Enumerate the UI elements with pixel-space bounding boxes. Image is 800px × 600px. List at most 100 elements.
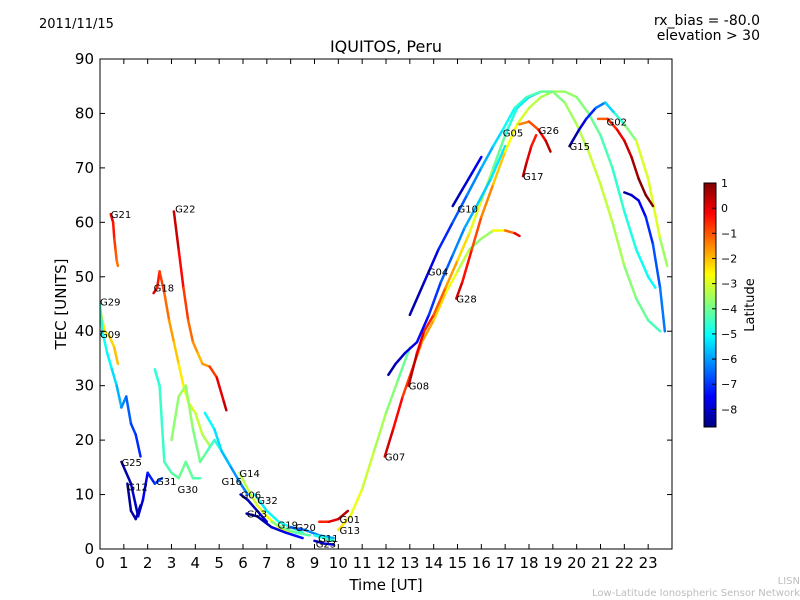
series-segment [337,509,350,521]
series-segment [229,466,242,485]
series-segment [184,460,195,480]
series-segment [635,139,650,181]
series-segment [101,329,109,355]
series-segment [256,504,269,518]
series-segment [153,368,161,387]
series-segment [158,384,166,464]
x-tick-label: 14 [424,554,443,572]
x-tick-label: 6 [238,554,248,572]
x-axis-ticks: 0 1 2 3 4 5 6 7 8 9 10 11 12 13 14 15 16 17 18 19 20 21 22 23 [95,59,658,572]
series-segment [599,182,614,224]
series-segment [489,144,507,181]
series-G07 [383,229,521,458]
series-segment [427,280,443,317]
series-segment [239,482,250,496]
series-segment [191,340,199,355]
series-segment [322,536,335,543]
series-segment [318,534,335,540]
x-tick-label: 11 [353,554,372,572]
x-tick-label: 17 [496,554,515,572]
series-segment [420,319,435,344]
satellite-label-G09: G09 [100,330,120,341]
x-axis-label: Time [UT] [348,576,422,594]
series-segment [422,248,440,284]
series-segment [568,128,581,148]
series-segment [455,280,464,300]
series-segment [372,411,388,453]
x-tick-label: 2 [143,554,153,572]
series-segment [134,504,142,521]
series-segment [575,95,590,115]
series-segment [396,346,412,382]
series-segment [527,120,540,132]
series-segment [623,191,633,197]
series-segment [115,259,120,268]
series-segment [461,172,474,191]
series-segment [124,471,133,485]
series-segment [470,155,483,175]
satellite-label-G25: G25 [121,458,141,469]
series-segment [606,117,619,132]
series-segment [279,525,297,534]
series-layer [100,90,669,546]
series-segment [544,139,552,153]
colorbar-tick-label: −5 [721,328,737,341]
satellite-label-G17: G17 [523,172,543,183]
series-segment [503,229,516,235]
satellite-label-G04: G04 [428,267,448,278]
series-segment [256,509,269,524]
series-segment [253,493,269,513]
series-G13 [337,346,412,532]
series-G21 [109,212,120,268]
footer-org-short: LISN [777,576,800,587]
series-G16 [203,411,250,496]
settings-readout: rx_bias = -80.0 elevation > 30 [654,14,760,44]
series-segment [201,362,211,368]
series-segment [111,221,116,240]
x-tick-label: 18 [519,554,538,572]
series-segment [170,395,180,442]
series-G01 [318,509,350,524]
series-segment [492,128,505,148]
y-tick-label: 80 [75,104,94,122]
series-segment [408,280,426,317]
series-segment [172,340,180,366]
series-segment [294,531,311,537]
x-tick-label: 19 [543,554,562,572]
series-G22 [172,210,228,412]
series-segment [518,120,531,126]
series-unlabeled [623,191,667,333]
series-segment [623,264,638,300]
y-tick-label: 90 [75,50,94,68]
series-segment [637,199,648,219]
satellite-label-G31: G31 [156,477,176,488]
series-segment [530,133,538,148]
series-segment [126,482,133,513]
series-G26 [518,120,552,153]
chart-title: IQUITOS, Peru [329,37,443,56]
series-segment [651,242,662,289]
y-tick-label: 60 [75,213,94,231]
series-segment [646,319,662,333]
satellite-label-G05: G05 [503,129,523,140]
series-G15 [568,101,669,268]
series-segment [599,133,614,170]
satellite-label-G02: G02 [606,118,626,129]
series-segment [238,471,250,491]
colorbar-label: Latitude [743,278,758,332]
series-segment [196,351,204,366]
series-segment [513,231,521,238]
series-G06 [239,493,269,524]
satellite-label-G22: G22 [175,205,195,216]
x-tick-label: 9 [310,554,320,572]
series-segment [515,95,531,110]
series-G11 [313,534,335,543]
y-tick-label: 0 [84,540,94,558]
colorbar-tick-label: −4 [721,303,737,316]
colorbar-tick-label: −3 [721,278,737,291]
series-segment [246,487,259,507]
series-segment [163,291,171,322]
series-segment [644,215,655,246]
series-segment [658,237,669,268]
series-segment [630,193,640,202]
